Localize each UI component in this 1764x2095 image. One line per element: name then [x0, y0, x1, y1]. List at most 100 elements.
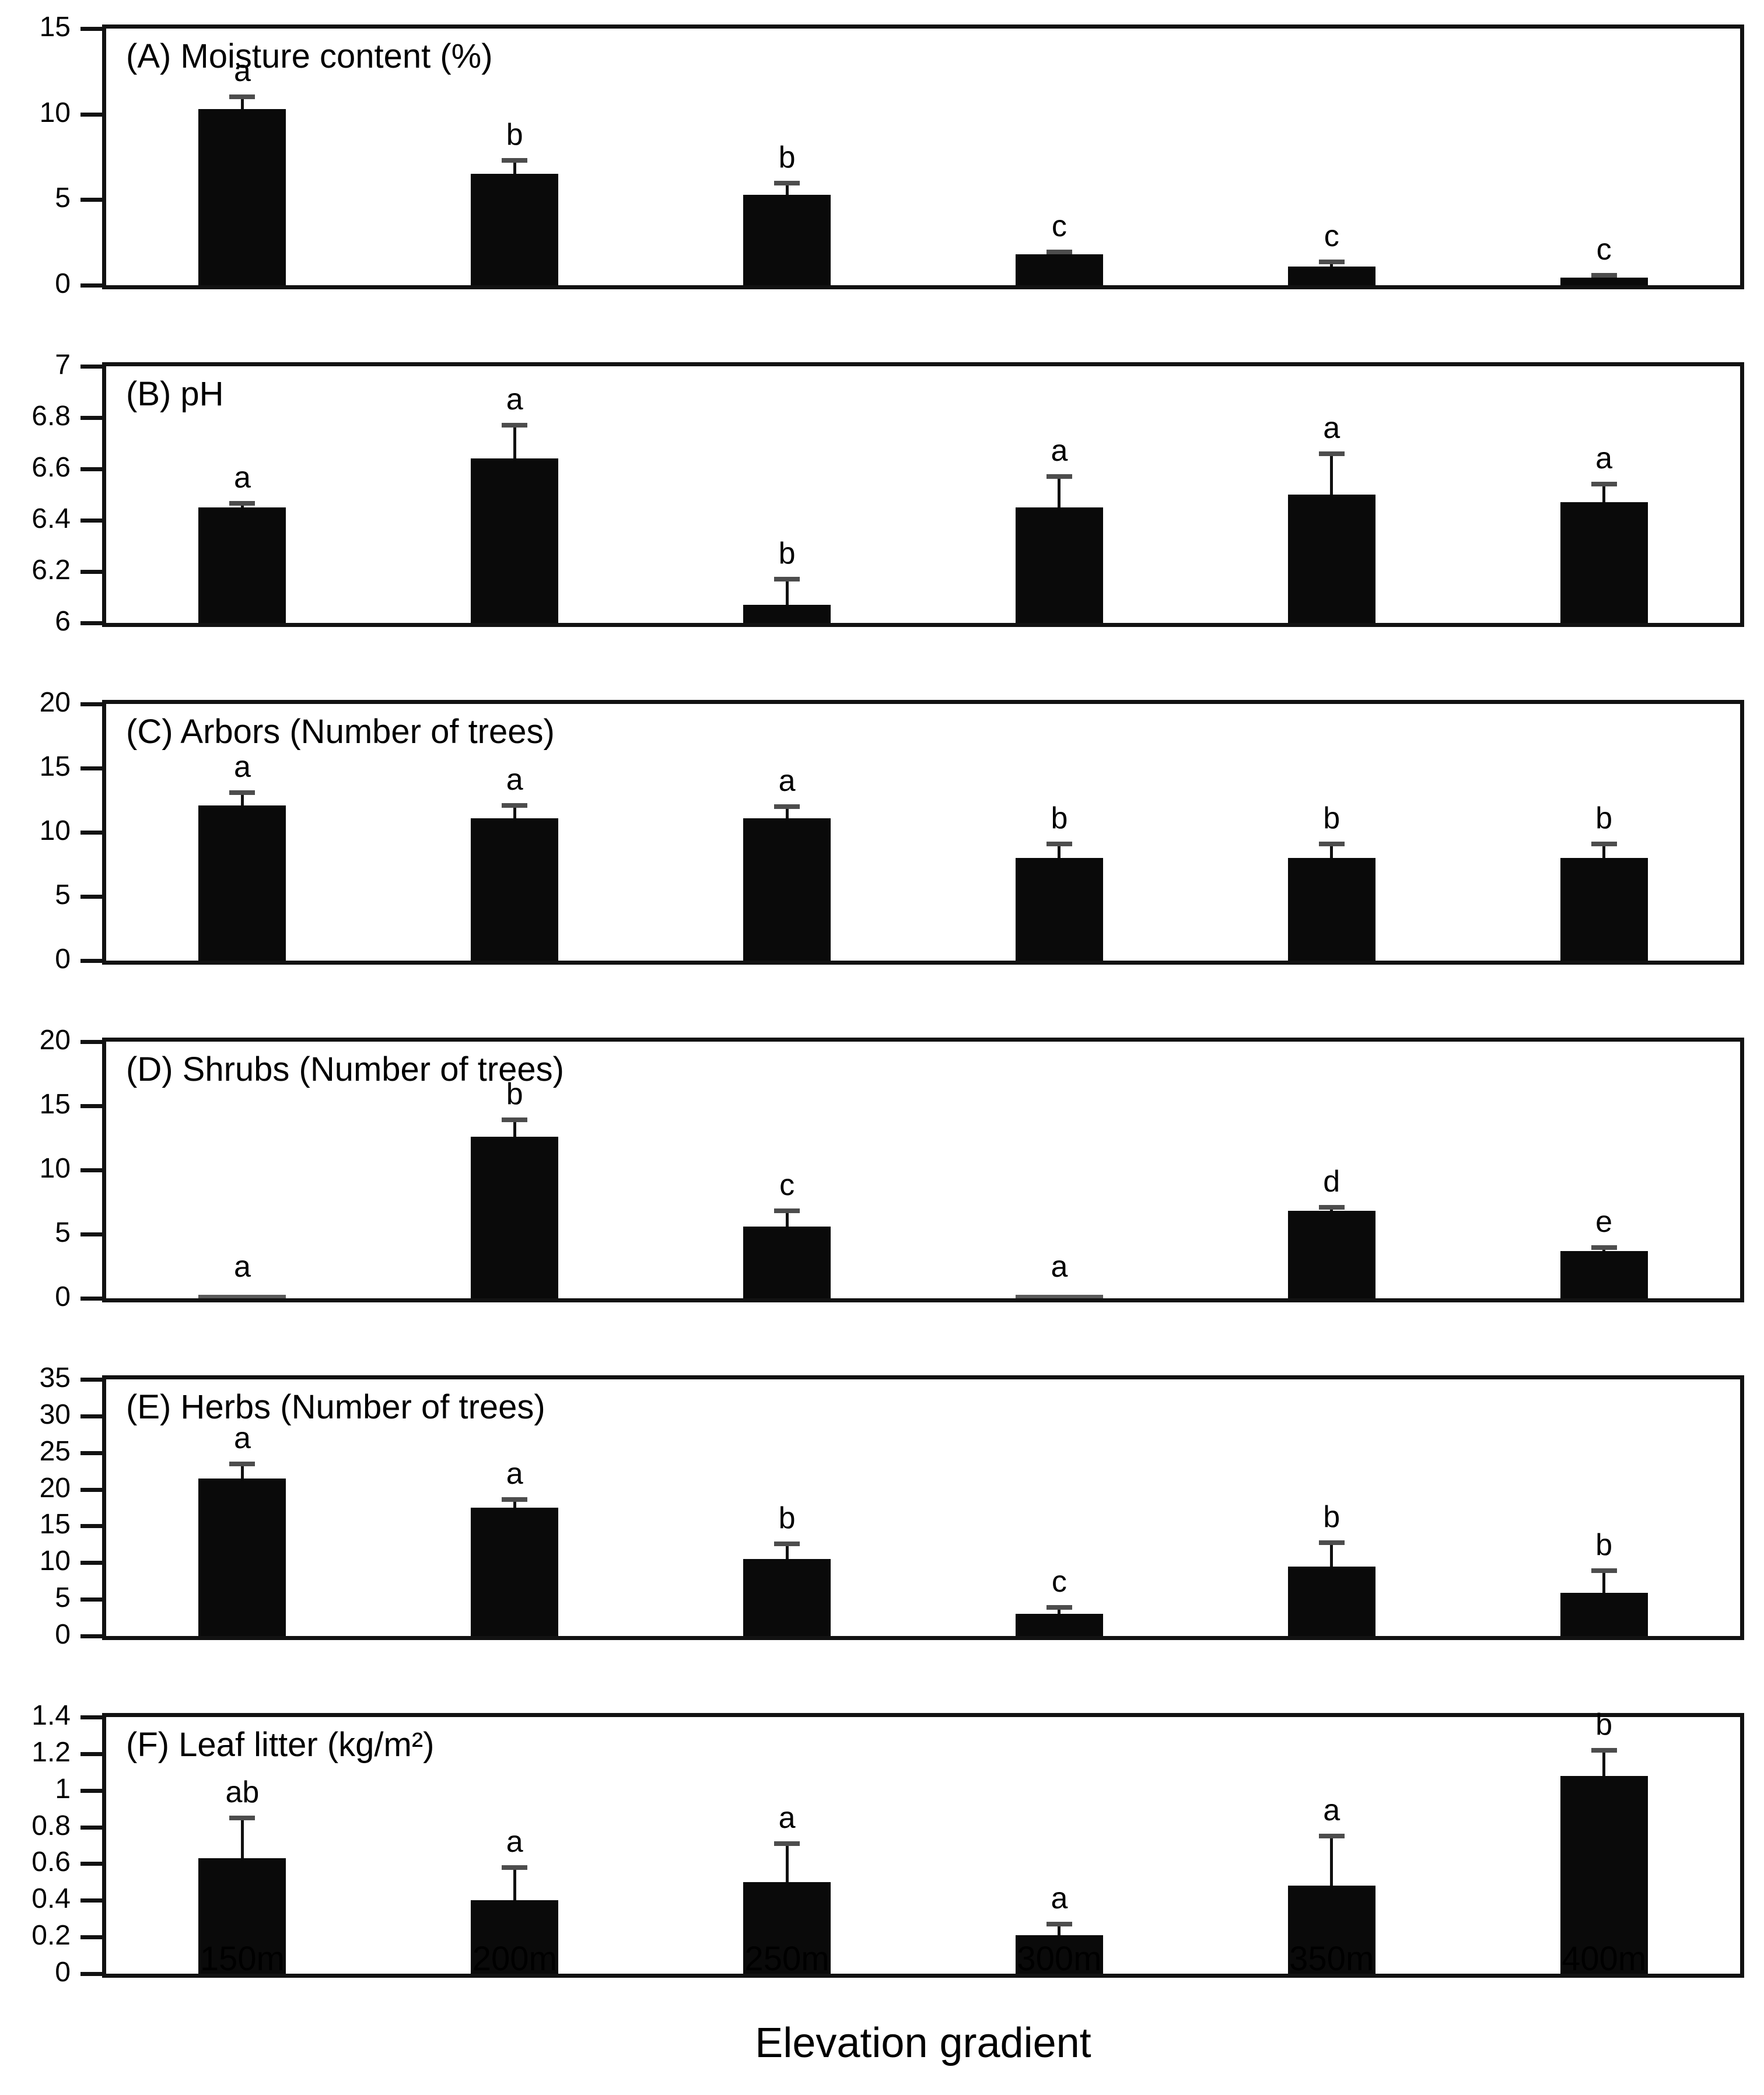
y-tick-label: 5	[55, 880, 71, 910]
error-bar	[785, 1543, 789, 1559]
y-tick-label: 1.2	[32, 1736, 71, 1768]
error-bar-cap	[1318, 1834, 1345, 1839]
y-tick-label: 6.6	[32, 452, 71, 483]
bar-C-350m	[1287, 858, 1376, 961]
bar-B-250m	[743, 605, 831, 623]
panel-C: 0 5 10 15 20 (C) Arbors (Number of trees) a a a b…	[40, 689, 1744, 973]
error-bar-cap	[502, 1497, 528, 1502]
y-tick-label: 5	[55, 1217, 71, 1248]
error-bar	[785, 1843, 789, 1882]
error-bar	[513, 1867, 516, 1901]
y-tick-mark	[80, 570, 102, 574]
y-tick-label: 6.4	[32, 503, 71, 534]
y-tick-mark	[80, 283, 102, 288]
error-bar	[1058, 1607, 1061, 1614]
error-bar-cap	[1046, 1604, 1072, 1610]
bar-E-400m	[1560, 1592, 1648, 1636]
error-bar-cap	[229, 501, 256, 506]
error-bar	[513, 1120, 516, 1137]
bar-C-400m	[1560, 858, 1648, 961]
error-bar-cap	[502, 803, 528, 808]
y-tick-label: 5	[55, 1582, 71, 1614]
error-bar-cap	[1591, 841, 1617, 846]
error-bar-cap	[1591, 1568, 1617, 1574]
bar-B-200m	[471, 458, 559, 623]
significance-letter: a	[506, 1457, 523, 1491]
y-tick-mark	[80, 198, 102, 202]
y-tick-mark	[80, 365, 102, 369]
bar-A-350m	[1287, 266, 1376, 285]
significance-letter: c	[1051, 1564, 1067, 1599]
x-category-label: 400m	[1562, 1940, 1647, 1978]
panel-A: 0 5 10 15 (A) Moisture content (%) a b b c c c	[40, 13, 1744, 298]
panel-title-B: (B) pH	[126, 375, 224, 413]
y-tick-mark	[80, 467, 102, 471]
bar-C-300m	[1015, 858, 1103, 961]
error-bar	[240, 1817, 244, 1858]
bar-A-400m	[1560, 277, 1648, 285]
y-tick-label: 10	[39, 97, 71, 128]
y-tick-mark	[80, 1232, 102, 1236]
y-tick-mark	[80, 1378, 102, 1382]
error-bar	[785, 1211, 789, 1227]
significance-letter: b	[1595, 1707, 1613, 1742]
y-tick-mark	[80, 1487, 102, 1492]
error-bar-cap	[1318, 1204, 1345, 1210]
y-tick-mark	[80, 621, 102, 625]
significance-letter: c	[1596, 232, 1612, 267]
y-tick-label: 15	[39, 1509, 71, 1540]
bar-C-150m	[198, 805, 286, 961]
error-bar	[240, 792, 244, 805]
bar-F-350m	[1287, 1886, 1376, 1974]
error-bar	[1058, 477, 1061, 507]
panel-title-C: (C) Arbors (Number of trees)	[126, 713, 555, 751]
y-tick-label: 10	[39, 815, 71, 846]
error-bar-cap	[502, 1865, 528, 1870]
y-tick-label: 25	[39, 1435, 71, 1467]
panel-title-F: (F) Leaf litter (kg/m²)	[126, 1726, 435, 1764]
significance-letter: b	[778, 537, 796, 571]
error-bar	[1330, 1836, 1334, 1886]
significance-letter: b	[506, 1077, 523, 1112]
panels-container: 0 5 10 15 (A) Moisture content (%) a b b c c c 6 6.2…	[0, 13, 1764, 2051]
error-bar-cap	[1318, 451, 1345, 456]
significance-letter: ab	[225, 1775, 260, 1809]
significance-letter: b	[1595, 801, 1613, 835]
panel-F: 0 0.2 0.4 0.6 0.8 1 1.2 1.4 (F) Leaf litter (kg/…	[32, 1702, 1744, 1987]
significance-letter: b	[1323, 1500, 1340, 1535]
y-tick-mark	[80, 1414, 102, 1418]
error-bar-cap	[1318, 841, 1345, 846]
y-tick-label: 20	[39, 1025, 71, 1056]
error-bar-cap	[1046, 1922, 1072, 1927]
x-category-label: 200m	[472, 1940, 557, 1978]
panel-title-E: (E) Herbs (Number of trees)	[126, 1388, 545, 1426]
error-bar	[240, 97, 244, 109]
bar-F-300m	[1015, 1935, 1103, 1974]
x-category-label: 250m	[744, 1940, 830, 1978]
bar-A-150m	[198, 108, 286, 285]
y-tick-mark	[80, 702, 102, 706]
y-tick-mark	[80, 27, 102, 31]
panel-title-A: (A) Moisture content (%)	[126, 37, 493, 75]
bar-D-300m	[1015, 1295, 1103, 1298]
y-tick-mark	[80, 1788, 102, 1793]
significance-letter: b	[1051, 801, 1068, 835]
bar-B-300m	[1015, 507, 1103, 623]
y-tick-mark	[80, 1935, 102, 1940]
y-tick-mark	[80, 1297, 102, 1301]
error-bar	[1602, 1750, 1606, 1776]
significance-letter: a	[233, 461, 251, 495]
significance-letter: c	[1324, 219, 1339, 254]
error-bar-cap	[1591, 273, 1617, 278]
error-bar	[1058, 1924, 1061, 1935]
y-tick-mark	[80, 1561, 102, 1565]
x-axis-title: Elevation gradient	[755, 2020, 1091, 2066]
y-tick-label: 0	[55, 268, 71, 299]
y-tick-mark	[80, 1972, 102, 1976]
significance-letter: b	[506, 117, 523, 152]
error-bar	[513, 425, 516, 459]
error-bar	[785, 807, 789, 818]
y-tick-label: 0.2	[32, 1920, 71, 1952]
y-tick-label: 0	[55, 944, 71, 975]
bar-B-400m	[1560, 502, 1648, 623]
